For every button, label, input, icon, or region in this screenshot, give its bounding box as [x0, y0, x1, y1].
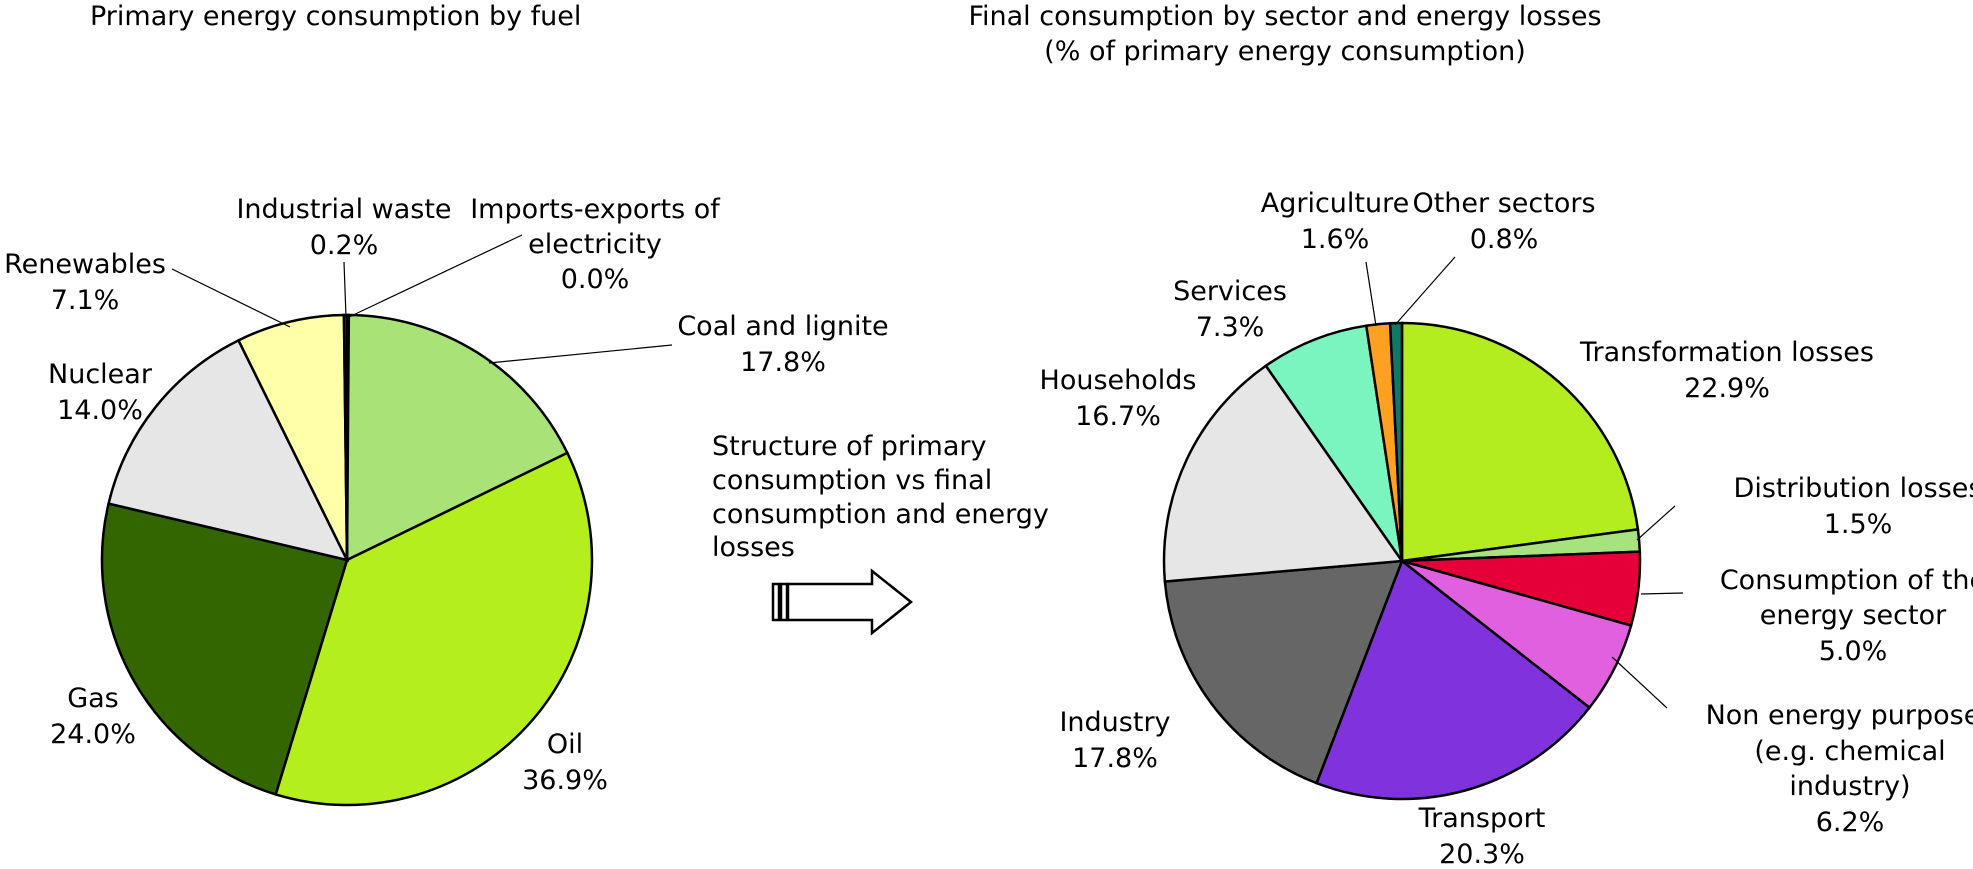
slice-label-non-energy-purposes-e-g-chemical-industry: (e.g. chemical	[1754, 736, 1945, 767]
structure-note: Structure of primary consumption vs fina…	[712, 431, 1049, 563]
slice-label-services: Services	[1173, 276, 1287, 307]
leader-line-non-energy-purposes-e-g-chemical-industry	[1611, 656, 1668, 709]
slice-label-nuclear: Nuclear	[48, 359, 153, 390]
pie-slice-imports-exports-of-electricity	[345, 313, 351, 561]
slice-label-households: Households	[1040, 365, 1197, 396]
arrow-right-icon	[771, 568, 914, 636]
leader-line-agriculture	[1365, 261, 1377, 327]
leader-line-renewables	[171, 268, 291, 328]
slice-label-consumption-of-the-energy-sector: energy sector	[1760, 600, 1947, 631]
left-chart-title: Primary energy consumption by fuel	[90, 1, 581, 32]
right-chart-title: Final consumption by sector and energy l…	[968, 1, 1601, 32]
value-label-services: 7.3%	[1196, 312, 1265, 343]
slice-label-imports-exports-of-electricity: electricity	[528, 229, 662, 260]
slice-label-transformation-losses: Transformation losses	[1579, 337, 1874, 368]
slice-label-non-energy-purposes-e-g-chemical-industry: Non energy purposes	[1706, 700, 1973, 731]
value-label-households: 16.7%	[1075, 401, 1161, 432]
note-line-1: Structure of primary	[712, 431, 986, 462]
slice-label-coal-and-lignite: Coal and lignite	[677, 311, 888, 342]
value-label-nuclear: 14.0%	[57, 395, 143, 426]
slice-label-transport: Transport	[1418, 803, 1546, 834]
slice-label-other-sectors: Other sectors	[1412, 188, 1595, 219]
slice-label-imports-exports-of-electricity: Imports-exports of	[470, 194, 721, 225]
value-label-agriculture: 1.6%	[1301, 224, 1370, 255]
value-label-industry: 17.8%	[1072, 743, 1158, 774]
pie-slice-gas	[100, 502, 349, 796]
slice-label-agriculture: Agriculture	[1261, 188, 1410, 219]
slice-label-distribution-losses: Distribution losses	[1734, 473, 1973, 504]
pie-slice-industry	[1163, 559, 1404, 785]
leader-line-coal-and-lignite	[488, 344, 673, 364]
value-label-other-sectors: 0.8%	[1470, 224, 1539, 255]
value-label-oil: 36.9%	[522, 765, 608, 796]
pie-slice-coal-and-lignite	[345, 313, 570, 562]
slice-label-industrial-waste: Industrial waste	[236, 194, 451, 225]
pie-primary-consumption: Coal and lignite 17.8% Oil 36.9% Gas 24.0% Nuc…	[4, 194, 889, 807]
note-line-4: losses	[712, 532, 795, 563]
leader-line-distribution-losses	[1636, 505, 1676, 541]
right-chart-subtitle: (% of primary energy consumption)	[1044, 36, 1526, 67]
leader-line-consumption-of-the-energy-sector	[1640, 592, 1684, 595]
slice-label-gas: Gas	[67, 683, 119, 714]
pie-slice-nuclear	[107, 338, 350, 562]
pie-slice-services	[1264, 324, 1404, 562]
value-label-distribution-losses: 1.5%	[1824, 509, 1893, 540]
leader-line-industrial-waste	[343, 261, 347, 318]
value-label-imports-exports-of-electricity: 0.0%	[561, 264, 630, 295]
leader-line-imports-exports-of-electricity	[348, 234, 523, 318]
value-label-industrial-waste: 0.2%	[310, 230, 379, 261]
pie-slice-renewables	[236, 313, 349, 561]
value-label-coal-and-lignite: 17.8%	[740, 347, 826, 378]
slice-label-oil: Oil	[547, 729, 583, 760]
slice-label-industry: Industry	[1059, 707, 1170, 738]
note-line-3: consumption and energy	[712, 499, 1049, 530]
slice-label-non-energy-purposes-e-g-chemical-industry: industry)	[1789, 771, 1910, 802]
leader-line-other-sectors	[1394, 256, 1456, 326]
pie-slice-transport	[1314, 558, 1592, 801]
value-label-transport: 20.3%	[1439, 839, 1525, 869]
pie-slice-transformation-losses	[1400, 321, 1640, 563]
value-label-gas: 24.0%	[50, 719, 136, 750]
pie-slice-oil	[274, 451, 594, 807]
slice-label-consumption-of-the-energy-sector: Consumption of the	[1720, 565, 1973, 596]
slice-label-renewables: Renewables	[4, 249, 166, 280]
value-label-non-energy-purposes-e-g-chemical-industry: 6.2%	[1816, 807, 1885, 838]
pie-slice-households	[1162, 364, 1405, 583]
note-line-2: consumption vs final	[712, 465, 992, 496]
pie-final-consumption: Transformation losses 22.9% Distribution l…	[1040, 188, 1973, 869]
value-label-consumption-of-the-energy-sector: 5.0%	[1819, 636, 1888, 667]
value-label-renewables: 7.1%	[51, 285, 120, 316]
value-label-transformation-losses: 22.9%	[1684, 373, 1770, 404]
